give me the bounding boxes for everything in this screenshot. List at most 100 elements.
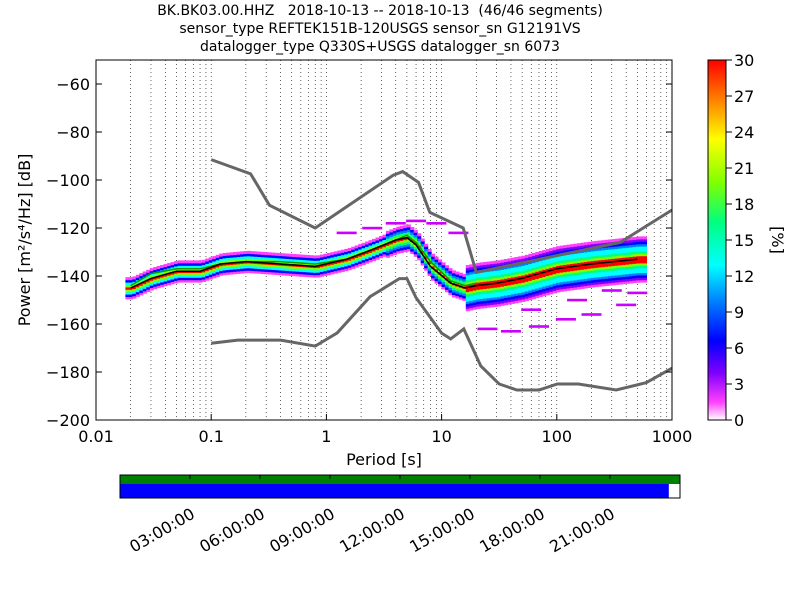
- heatmap-cell: [306, 269, 311, 273]
- heatmap-cell: [257, 263, 262, 267]
- heatmap-cell: [250, 270, 255, 274]
- heatmap-cell: [545, 277, 550, 281]
- heatmap-cell: [285, 265, 290, 269]
- heatmap-cell: [552, 271, 557, 275]
- heatmap-cell: [517, 275, 522, 279]
- heatmap-cell: [306, 274, 311, 278]
- heatmap-cell: [378, 240, 384, 244]
- heatmap-cell: [500, 278, 505, 282]
- heatmap-cell: [361, 261, 366, 265]
- heatmap-cell: [330, 266, 335, 270]
- heatmap-cell: [344, 256, 349, 260]
- heatmap-outlier: [601, 289, 622, 292]
- heatmap-cell: [406, 224, 411, 228]
- heatmap-cell: [309, 272, 314, 276]
- heatmap-cell: [625, 240, 630, 244]
- heatmap-cell: [458, 296, 463, 300]
- heatmap-cell: [500, 286, 505, 290]
- heatmap-cell: [201, 274, 206, 278]
- heatmap-cell: [219, 263, 224, 267]
- heatmap-cell: [260, 254, 265, 258]
- heatmap-cell: [469, 266, 474, 270]
- heatmap-cell: [139, 287, 144, 291]
- heatmap-cell: [559, 281, 564, 285]
- heatmap-cell: [274, 252, 279, 256]
- heatmap-cell: [267, 254, 272, 258]
- heatmap-cell: [389, 250, 394, 254]
- heatmap-cell: [531, 286, 536, 290]
- heatmap-cell: [566, 280, 571, 284]
- heatmap-cell: [146, 284, 151, 288]
- heatmap-cell: [396, 248, 401, 252]
- heatmap-cell: [618, 271, 623, 275]
- heatmap-cell: [434, 271, 439, 275]
- heatmap-cell: [427, 272, 432, 276]
- heatmap-cell: [507, 291, 512, 295]
- heatmap-cell: [135, 291, 140, 295]
- heatmap-cell: [358, 258, 363, 262]
- heatmap-cell: [163, 264, 168, 268]
- heatmap-cell: [504, 270, 509, 274]
- heatmap-cell: [368, 252, 373, 256]
- heatmap-cell: [167, 263, 172, 267]
- heatmap-cell: [469, 305, 474, 309]
- colorbar-tick-label: 12: [734, 267, 754, 286]
- heatmap-cell: [125, 294, 130, 297]
- heatmap-cell: [490, 261, 495, 265]
- colorbar-tick-label: 18: [734, 195, 754, 214]
- heatmap-cell: [177, 274, 182, 278]
- heatmap-cell: [240, 265, 245, 269]
- heatmap-cell: [535, 275, 540, 279]
- heatmap-cell: [344, 268, 349, 272]
- heatmap-cell: [340, 256, 345, 260]
- heatmap-cell: [497, 277, 502, 281]
- heatmap-cell: [410, 231, 415, 235]
- heatmap-cell: [264, 254, 269, 258]
- heatmap-cell: [323, 253, 328, 257]
- heatmap-cell: [545, 280, 550, 284]
- heatmap-cell: [483, 285, 488, 289]
- heatmap-cell: [417, 252, 422, 256]
- heatmap-cell: [139, 275, 144, 279]
- heatmap-cell: [243, 267, 248, 271]
- heatmap-cell: [570, 280, 575, 284]
- heatmap-cell: [462, 278, 467, 282]
- heatmap-cell: [549, 274, 554, 278]
- heatmap-cell: [576, 284, 582, 288]
- heatmap-cell: [281, 270, 286, 274]
- heatmap-cell: [479, 295, 484, 299]
- heatmap-cell: [611, 275, 616, 279]
- heatmap-cell: [594, 267, 599, 271]
- heatmap-cell: [483, 276, 488, 280]
- heatmap-cell: [542, 293, 547, 297]
- heatmap-cell: [455, 285, 460, 289]
- heatmap-cell: [601, 247, 606, 251]
- heatmap-cell: [580, 281, 585, 285]
- heatmap-cell: [622, 254, 627, 258]
- heatmap-cell: [552, 261, 557, 265]
- heatmap-cell: [542, 281, 547, 285]
- heatmap-cell: [375, 247, 380, 251]
- heatmap-cell: [344, 260, 349, 264]
- heatmap-cell: [629, 280, 634, 284]
- timeline-tick-label: 21:00:00: [546, 504, 618, 556]
- heatmap-cell: [528, 263, 533, 267]
- heatmap-cell: [226, 264, 231, 268]
- heatmap-cell: [142, 273, 147, 277]
- heatmap-cell: [535, 287, 540, 291]
- heatmap-cell: [583, 244, 588, 248]
- heatmap-outlier: [555, 318, 576, 321]
- heatmap-cell: [444, 270, 450, 274]
- heatmap-cell: [622, 273, 627, 277]
- x-axis-label: Period [s]: [346, 450, 422, 469]
- heatmap-cell: [604, 256, 609, 260]
- heatmap-cell: [354, 255, 359, 259]
- heatmap-cell: [566, 273, 571, 277]
- heatmap-cell: [476, 272, 481, 276]
- heatmap-cell: [510, 260, 516, 264]
- heatmap-cell: [444, 289, 450, 293]
- heatmap-cell: [507, 296, 512, 300]
- heatmap-cell: [246, 255, 252, 259]
- heatmap-cell: [163, 283, 168, 287]
- heatmap-cell: [316, 257, 321, 261]
